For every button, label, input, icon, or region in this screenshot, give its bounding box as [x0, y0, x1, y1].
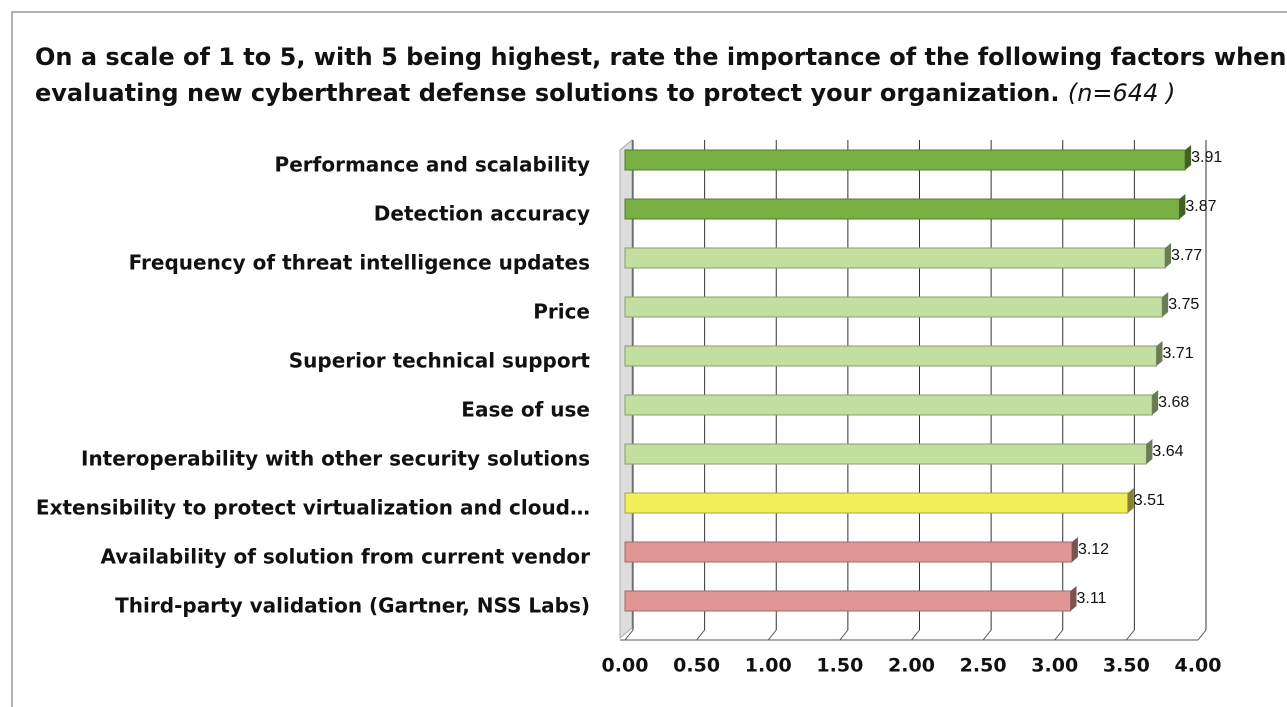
bar-end: [1156, 341, 1163, 366]
x-tick-label: 0.50: [673, 655, 720, 677]
category-label: Availability of solution from current ve…: [101, 545, 591, 569]
category-label: Frequency of threat intelligence updates: [129, 251, 590, 275]
tick-mark: [1197, 629, 1207, 641]
tick-mark: [982, 629, 992, 641]
category-label: Performance and scalability: [275, 153, 590, 177]
bar-end: [1071, 537, 1078, 562]
bar-end: [1152, 390, 1159, 415]
bar: [624, 345, 1157, 367]
value-label: 3.11: [1077, 590, 1107, 607]
value-label: 3.51: [1134, 492, 1165, 509]
bar: [624, 443, 1147, 465]
tick-mark: [1054, 629, 1064, 641]
category-label: Ease of use: [461, 398, 590, 422]
x-tick-label: 4.00: [1175, 655, 1222, 677]
category-label: Price: [533, 300, 590, 324]
tick-mark: [624, 629, 634, 641]
chart-title: On a scale of 1 to 5, with 5 being highe…: [35, 43, 1287, 71]
value-label: 3.77: [1171, 247, 1202, 264]
category-label: Third-party validation (Gartner, NSS Lab…: [115, 594, 590, 618]
bar-end: [1162, 292, 1169, 317]
value-label: 3.91: [1191, 149, 1222, 166]
bar: [624, 492, 1129, 514]
value-label: 3.68: [1158, 394, 1189, 411]
bar: [624, 394, 1153, 416]
tick-mark: [911, 629, 920, 641]
frame: [11, 11, 1287, 707]
bar: [624, 541, 1073, 563]
category-label: Extensibility to protect virtualization …: [36, 496, 590, 520]
bar: [624, 590, 1072, 612]
bar: [624, 296, 1163, 318]
category-label: Detection accuracy: [374, 202, 590, 226]
bar: [624, 149, 1186, 171]
value-label: 3.12: [1078, 541, 1109, 558]
value-label: 3.75: [1168, 296, 1199, 313]
category-label: Interoperability with other security sol…: [81, 447, 590, 471]
bar-end: [1165, 243, 1172, 268]
title-line2: evaluating new cyberthreat defense solut…: [35, 79, 1059, 107]
value-label: 3.71: [1162, 345, 1193, 362]
x-tick-label: 2.00: [888, 655, 935, 677]
x-tick-label: 0.00: [602, 655, 649, 677]
bar: [624, 247, 1166, 269]
bar-end: [1070, 586, 1077, 611]
x-tick-label: 3.00: [1031, 655, 1078, 677]
x-tick-label: 1.50: [816, 655, 863, 677]
tick-mark: [696, 629, 706, 641]
bar-end: [1185, 145, 1192, 170]
bar-end: [1127, 488, 1134, 513]
bar: [624, 198, 1180, 220]
value-label: 3.64: [1152, 443, 1183, 460]
sample-note: (n=644 ): [1068, 79, 1175, 107]
chart-title-line2: evaluating new cyberthreat defense solut…: [35, 79, 1175, 107]
value-label: 3.87: [1185, 198, 1216, 215]
category-label: Superior technical support: [289, 349, 591, 373]
x-tick-label: 3.50: [1103, 655, 1150, 677]
tick-mark: [839, 629, 849, 641]
bar-end: [1146, 439, 1153, 464]
bar-end: [1179, 194, 1186, 219]
tick-mark: [1125, 629, 1135, 641]
tick-mark: [767, 629, 777, 641]
x-tick-label: 2.50: [960, 655, 1007, 677]
x-tick-label: 1.00: [745, 655, 792, 677]
